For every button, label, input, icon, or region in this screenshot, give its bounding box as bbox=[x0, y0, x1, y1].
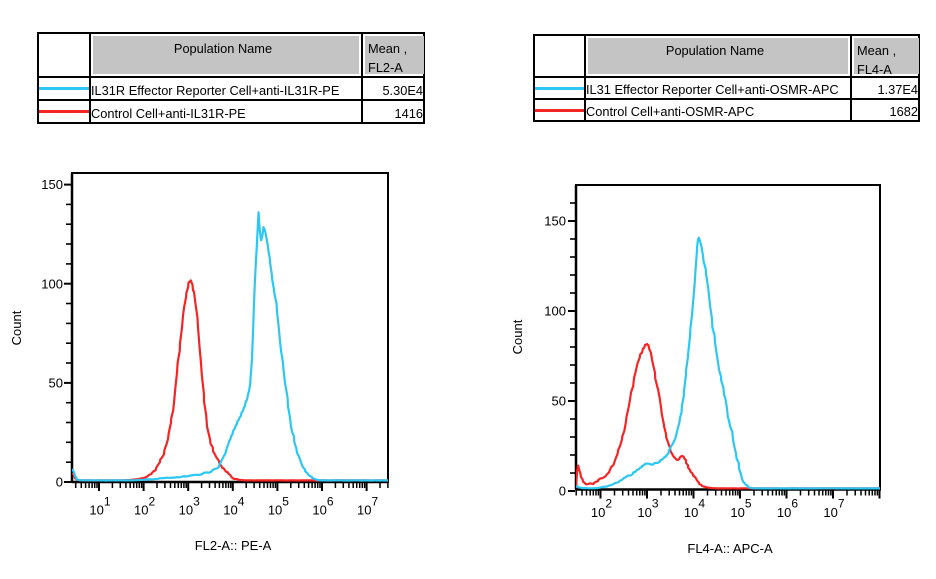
svg-text:101: 101 bbox=[89, 494, 110, 517]
svg-text:103: 103 bbox=[637, 497, 658, 520]
svg-text:106: 106 bbox=[777, 497, 798, 520]
svg-text:105: 105 bbox=[268, 494, 289, 517]
svg-text:107: 107 bbox=[823, 497, 844, 520]
svg-text:105: 105 bbox=[730, 497, 751, 520]
svg-text:50: 50 bbox=[49, 376, 63, 391]
svg-text:FL4-A:: APC-A: FL4-A:: APC-A bbox=[687, 541, 773, 556]
svg-text:0: 0 bbox=[559, 484, 566, 499]
svg-text:50: 50 bbox=[552, 394, 566, 409]
svg-text:150: 150 bbox=[41, 177, 63, 192]
svg-text:103: 103 bbox=[179, 494, 200, 517]
svg-text:100: 100 bbox=[544, 304, 566, 319]
svg-text:100: 100 bbox=[41, 276, 63, 291]
svg-text:104: 104 bbox=[223, 494, 244, 517]
svg-text:102: 102 bbox=[591, 497, 612, 520]
svg-text:0: 0 bbox=[56, 475, 63, 490]
svg-text:107: 107 bbox=[357, 494, 378, 517]
svg-text:FL2-A:: PE-A: FL2-A:: PE-A bbox=[195, 538, 272, 553]
svg-text:Count: Count bbox=[9, 310, 24, 345]
svg-text:102: 102 bbox=[134, 494, 155, 517]
svg-text:Count: Count bbox=[510, 319, 525, 354]
svg-text:104: 104 bbox=[684, 497, 705, 520]
svg-text:106: 106 bbox=[312, 494, 333, 517]
svg-text:150: 150 bbox=[544, 214, 566, 229]
